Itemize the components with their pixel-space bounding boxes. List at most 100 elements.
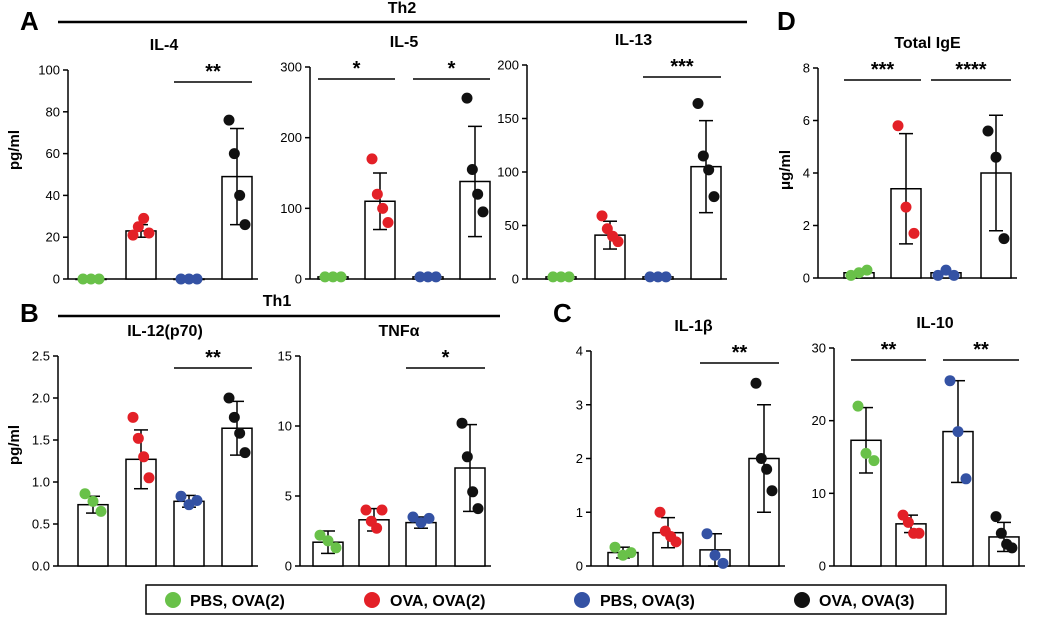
chart-il12: IL-12(p70) 0.0 0.5 1.0 1.5 2.0 2.5 ** bbox=[32, 323, 258, 574]
y-tick-label: 100 bbox=[280, 201, 302, 216]
y-tick-label: 80 bbox=[46, 104, 60, 119]
data-point bbox=[239, 447, 251, 459]
data-point bbox=[138, 212, 150, 224]
data-point bbox=[143, 227, 155, 239]
panel-label-d: D bbox=[777, 6, 796, 36]
chart-title: IL-1β bbox=[674, 318, 712, 335]
legend-label-ova-ova3: OVA, OVA(3) bbox=[819, 593, 914, 610]
bar bbox=[405, 521, 437, 567]
data-point bbox=[127, 411, 139, 423]
legend-box bbox=[145, 584, 947, 615]
data-point bbox=[861, 264, 873, 276]
data-point bbox=[366, 153, 378, 165]
significance-label: ** bbox=[973, 339, 989, 361]
data-point bbox=[670, 536, 682, 548]
chart-title: IL-12(p70) bbox=[127, 323, 203, 340]
th2-header: Th2 bbox=[388, 0, 417, 17]
data-point bbox=[175, 273, 187, 285]
data-point bbox=[703, 164, 715, 176]
chart-il13: IL-13 0 50 100 150 200 *** bbox=[497, 32, 727, 287]
y-tick-label: 100 bbox=[38, 63, 60, 78]
data-point bbox=[692, 98, 704, 110]
data-point bbox=[563, 271, 575, 283]
data-point bbox=[612, 236, 624, 248]
data-point bbox=[191, 494, 203, 506]
legend-label-pbs-ova3: PBS, OVA(3) bbox=[600, 593, 695, 610]
y-tick-label: 4 bbox=[576, 344, 583, 359]
y-tick-label: 100 bbox=[497, 165, 519, 180]
data-point bbox=[750, 377, 762, 389]
data-point bbox=[467, 486, 479, 498]
legend-marker-pbs-ova3 bbox=[574, 592, 590, 608]
y-tick-label: 2.0 bbox=[32, 391, 50, 406]
chart-tnfa: TNFα 0 5 10 15 * bbox=[278, 323, 491, 574]
data-point bbox=[902, 516, 914, 528]
legend-marker-ova-ova3 bbox=[794, 592, 810, 608]
data-point bbox=[952, 426, 964, 438]
data-point bbox=[138, 451, 150, 463]
y-tick-label: 10 bbox=[812, 486, 826, 501]
significance-label: **** bbox=[955, 59, 986, 81]
data-point bbox=[652, 271, 664, 283]
data-point bbox=[660, 271, 672, 283]
legend-marker-ova-ova2 bbox=[364, 592, 380, 608]
chart-title: Total IgE bbox=[894, 35, 961, 52]
data-point bbox=[314, 529, 326, 541]
data-point bbox=[913, 527, 925, 539]
chart-il10: IL-10 0 10 20 30 ** ** bbox=[812, 315, 1025, 574]
significance-label: ** bbox=[205, 347, 221, 369]
y-tick-label: 10 bbox=[278, 419, 292, 434]
y-tick-label: 0 bbox=[295, 272, 302, 287]
chart-title: IL-5 bbox=[390, 34, 419, 51]
data-point bbox=[990, 151, 1002, 163]
data-point bbox=[708, 191, 720, 203]
data-point bbox=[461, 92, 473, 104]
data-point bbox=[377, 202, 389, 214]
y-tick-label: 60 bbox=[46, 146, 60, 161]
data-point bbox=[85, 273, 97, 285]
data-point bbox=[717, 557, 729, 569]
data-point bbox=[982, 125, 994, 137]
chart-title: IL-10 bbox=[916, 315, 953, 332]
y-tick-label: 6 bbox=[803, 113, 810, 128]
data-point bbox=[461, 451, 473, 463]
data-point bbox=[998, 233, 1010, 245]
data-point bbox=[908, 227, 920, 239]
significance-label: ** bbox=[732, 342, 748, 364]
data-point bbox=[407, 511, 419, 523]
legend-label-pbs-ova2: PBS, OVA(2) bbox=[190, 593, 285, 610]
data-point bbox=[944, 375, 956, 387]
data-point bbox=[755, 453, 767, 464]
y-tick-label: 0.0 bbox=[32, 559, 50, 574]
y-tick-label: 200 bbox=[497, 58, 519, 73]
data-point bbox=[940, 264, 952, 276]
chart-title: IL-4 bbox=[150, 37, 179, 54]
y-tick-label: 0 bbox=[53, 272, 60, 287]
data-point bbox=[330, 542, 342, 554]
data-point bbox=[701, 528, 713, 540]
y-tick-label: 50 bbox=[505, 218, 519, 233]
panel-label-b: B bbox=[20, 298, 39, 328]
data-point bbox=[234, 427, 246, 439]
data-point bbox=[77, 273, 89, 285]
y-tick-label: 20 bbox=[46, 230, 60, 245]
y-tick-label: 150 bbox=[497, 111, 519, 126]
data-point bbox=[132, 221, 144, 233]
data-point bbox=[596, 210, 608, 222]
data-point bbox=[852, 400, 864, 412]
data-point bbox=[868, 455, 880, 467]
panel-a-ylabel: pg/ml bbox=[6, 130, 23, 170]
data-point bbox=[360, 504, 372, 516]
data-point bbox=[477, 206, 489, 218]
legend-marker-pbs-ova2 bbox=[165, 592, 181, 608]
significance-label: *** bbox=[670, 56, 694, 78]
significance-label: * bbox=[353, 58, 361, 80]
data-point bbox=[223, 392, 235, 404]
y-tick-label: 1 bbox=[576, 505, 583, 520]
data-point bbox=[766, 485, 778, 497]
data-point bbox=[555, 271, 567, 283]
data-point bbox=[239, 219, 251, 231]
legend: PBS, OVA(2) OVA, OVA(2) PBS, OVA(3) OVA,… bbox=[145, 584, 947, 615]
data-point bbox=[127, 229, 139, 241]
y-tick-label: 0 bbox=[576, 559, 583, 574]
